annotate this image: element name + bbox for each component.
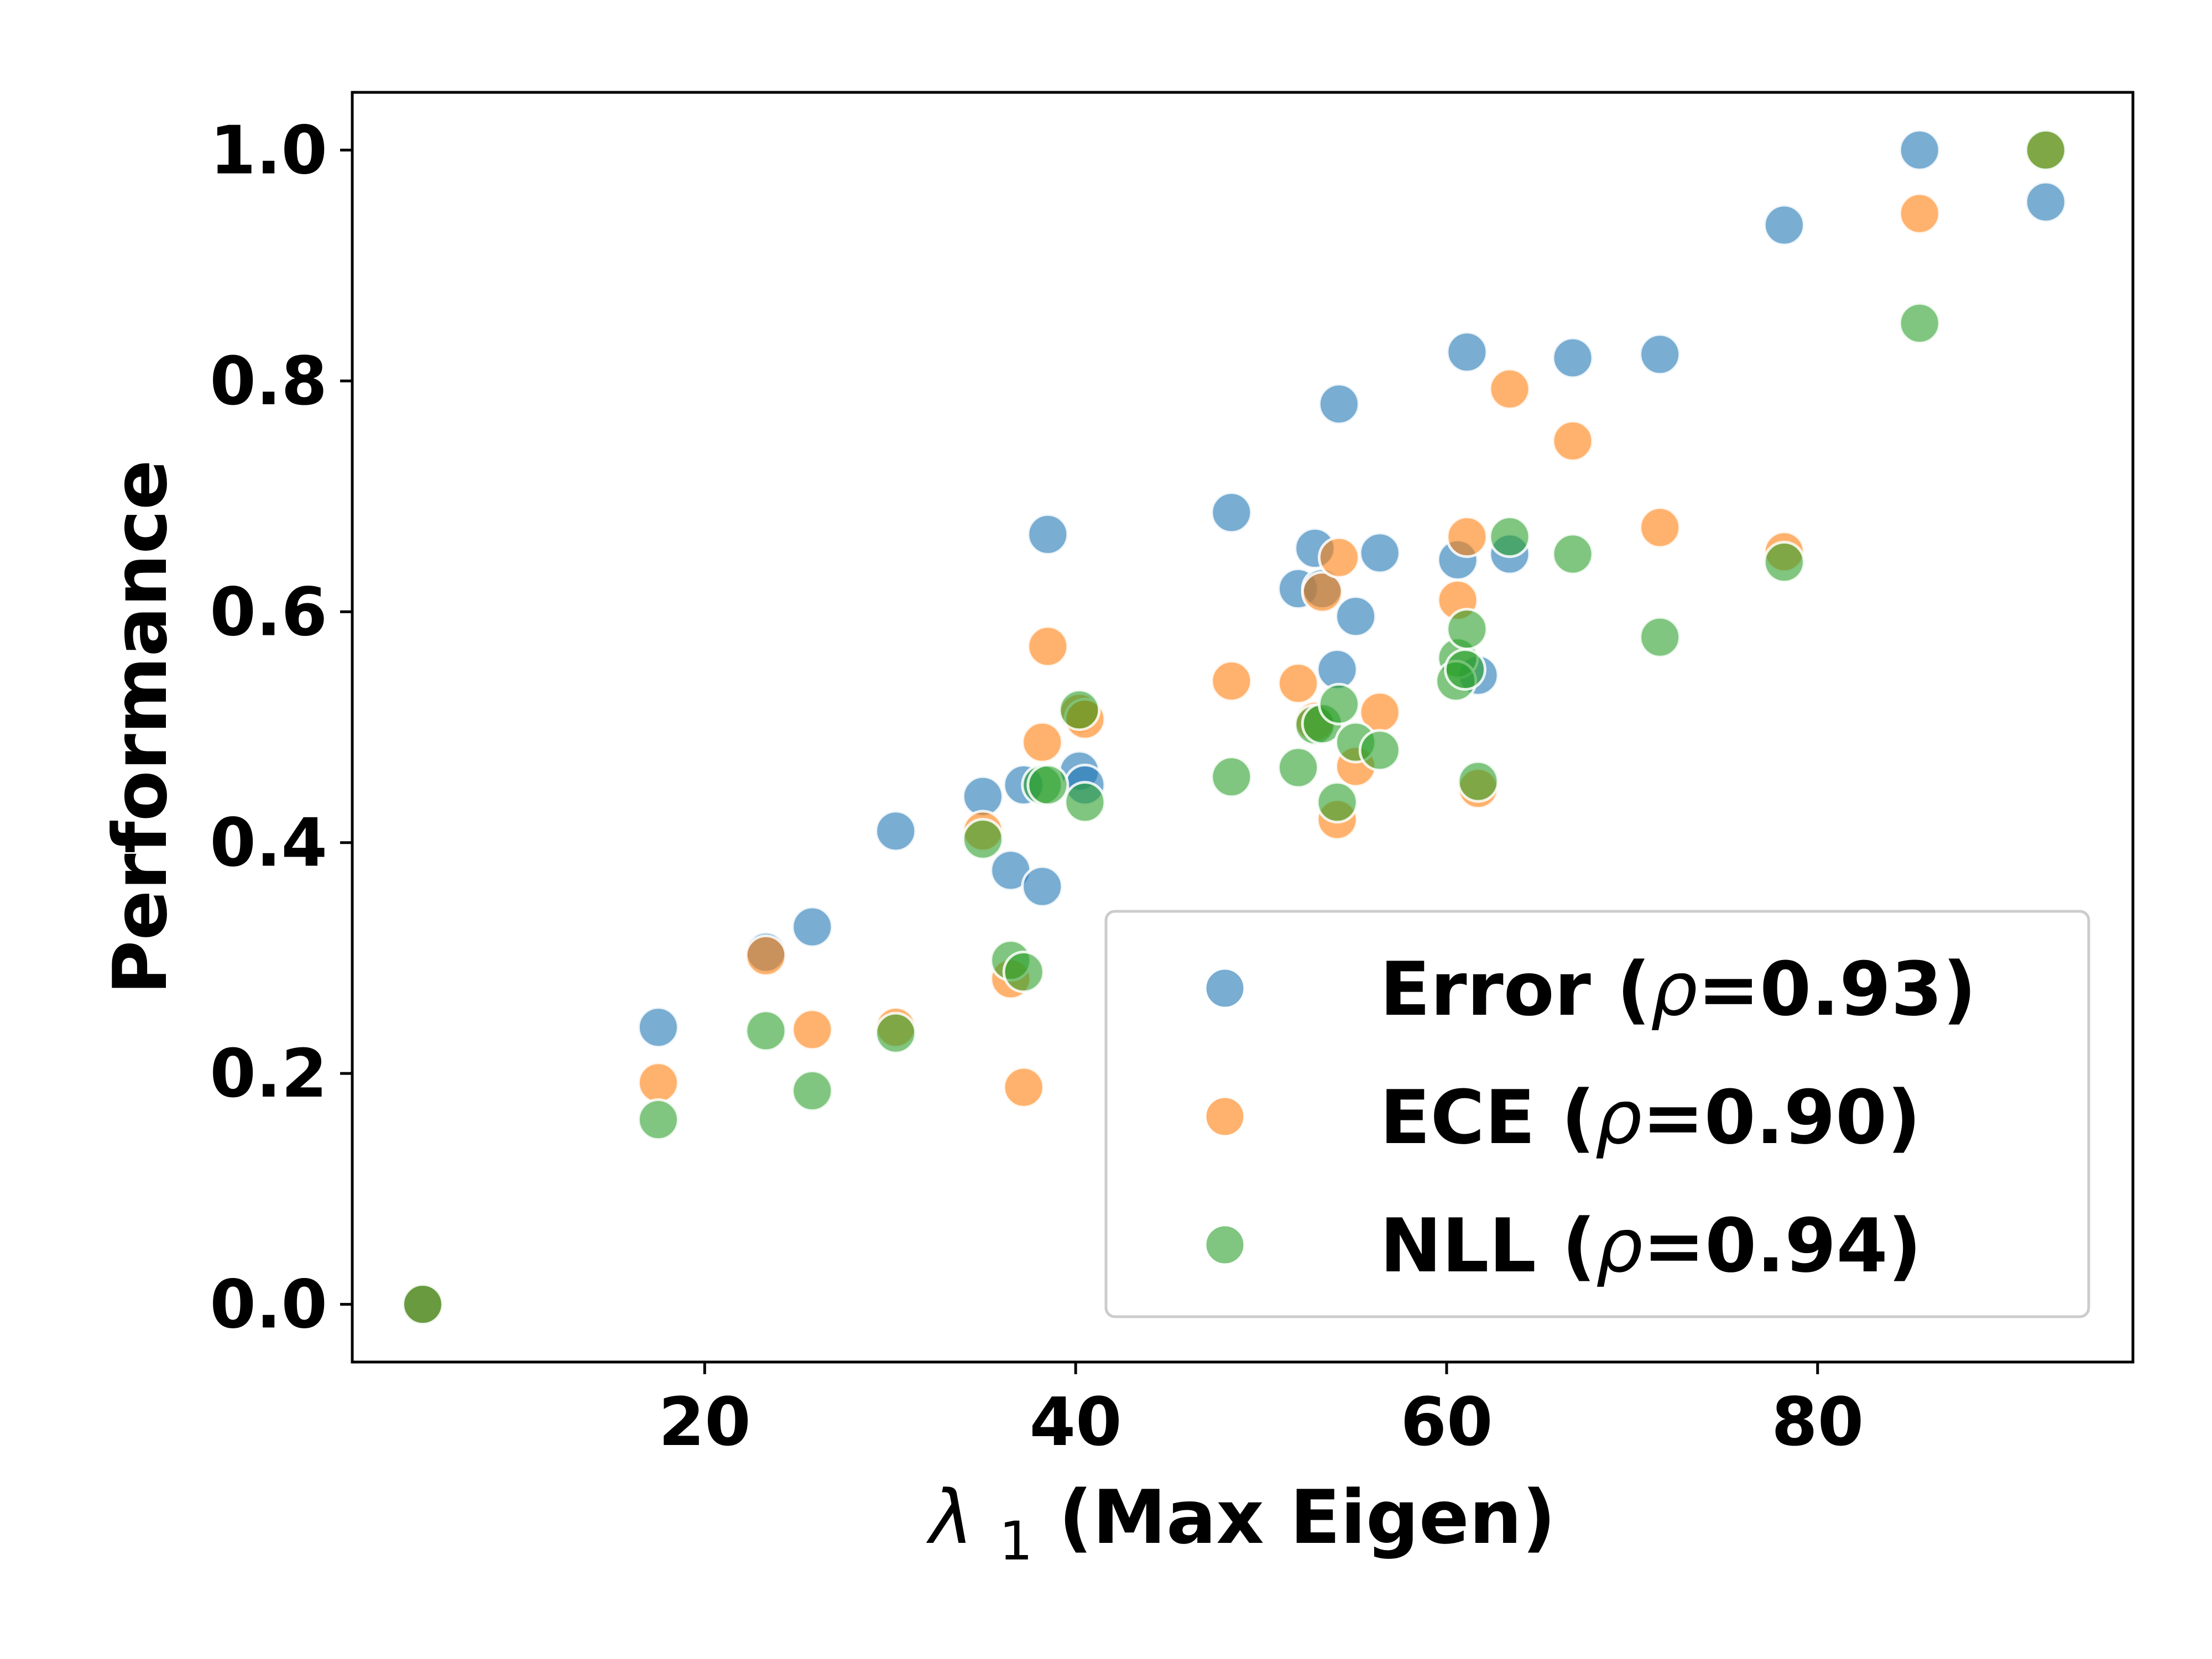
data-point-series-0	[2024, 180, 2067, 223]
data-point-series-2	[1444, 648, 1486, 691]
data-point-series-2	[1551, 533, 1594, 576]
legend-label-series-0: Error (ρ=0.93)	[1380, 946, 1976, 1032]
legend-label-rho: ρ	[1651, 946, 1698, 1032]
data-point-series-2	[1762, 541, 1806, 584]
x-axis-label-text: (Max Eigen)	[1058, 1474, 1556, 1561]
data-point-series-0	[1334, 595, 1378, 638]
axis-ticks-layer: 20 40 60 80 0.0 0.2 0.4 0.6 0.8 1.0	[210, 112, 1864, 1461]
data-point-series-2	[1639, 615, 1682, 659]
data-point-series-2	[1488, 515, 1531, 559]
legend-label-series-1: ECE (ρ=0.90)	[1380, 1074, 1921, 1161]
x-axis-label-symbol: λ	[926, 1474, 973, 1561]
legend-label-rho: ρ	[1596, 1203, 1643, 1289]
data-point-series-1	[1898, 192, 1941, 235]
data-point-series-1	[1446, 515, 1489, 559]
legend-label-suffix: =0.93)	[1698, 946, 1976, 1032]
legend-label-rho: ρ	[1595, 1074, 1642, 1161]
data-point-series-0	[1898, 128, 1941, 171]
data-point-series-1	[637, 1061, 680, 1104]
data-point-series-1	[1551, 419, 1594, 462]
x-axis-label: λ 1 (Max Eigen)	[926, 1474, 1556, 1577]
y-tick-label: 0.6	[210, 574, 327, 651]
data-point-series-1	[1277, 662, 1320, 705]
legend-marker-series-2	[1203, 1223, 1246, 1266]
legend-label-suffix: =0.90)	[1642, 1074, 1921, 1161]
data-point-series-0	[1551, 336, 1594, 379]
legend-box	[1104, 910, 2090, 1318]
data-point-series-0	[874, 810, 917, 853]
data-point-series-1	[1002, 1066, 1045, 1109]
data-point-series-0	[1639, 333, 1682, 376]
data-point-series-0	[1210, 491, 1253, 534]
data-point-series-1	[1210, 660, 1253, 703]
data-point-series-2	[2024, 128, 2067, 171]
data-point-series-1	[1301, 571, 1344, 614]
y-tick-label: 0.0	[210, 1267, 327, 1344]
data-point-series-2	[1457, 760, 1500, 803]
x-tick-label: 60	[1400, 1384, 1493, 1461]
legend-label-series-2: NLL (ρ=0.94)	[1380, 1203, 1922, 1289]
legend-marker-series-1	[1203, 1095, 1246, 1138]
y-tick-label: 0.2	[210, 1036, 327, 1113]
legend-label-suffix: =0.94)	[1643, 1203, 1922, 1289]
data-point-series-0	[791, 905, 834, 948]
data-point-series-0	[637, 1006, 680, 1049]
data-point-series-1	[1021, 721, 1064, 764]
y-tick-label: 0.4	[210, 805, 327, 882]
data-point-series-0	[1021, 865, 1064, 908]
data-point-series-2	[1446, 608, 1489, 651]
y-tick-label: 0.8	[210, 343, 327, 420]
x-axis-label-subscript: 1	[999, 1510, 1033, 1572]
data-points-layer	[401, 128, 2067, 1326]
legend-label-prefix: Error (	[1380, 946, 1651, 1032]
data-point-series-2	[1026, 763, 1070, 806]
data-point-series-2	[1058, 688, 1101, 732]
x-tick-label: 20	[659, 1384, 751, 1461]
data-point-series-0	[1358, 531, 1401, 575]
data-point-series-1	[1317, 536, 1360, 579]
data-point-series-1	[1026, 625, 1070, 668]
y-axis-label: Performance	[97, 460, 184, 994]
data-point-series-2	[1210, 755, 1253, 799]
legend-label-prefix: NLL (	[1380, 1203, 1596, 1289]
data-point-series-2	[1898, 301, 1941, 345]
data-point-series-0	[1446, 331, 1489, 374]
data-point-series-1	[1488, 367, 1531, 410]
x-tick-label: 40	[1030, 1384, 1122, 1461]
data-point-series-2	[874, 1011, 917, 1055]
data-point-series-2	[1358, 729, 1401, 772]
data-point-series-2	[1317, 682, 1360, 726]
data-point-series-1	[1639, 506, 1682, 549]
data-point-series-0	[1026, 513, 1070, 556]
data-point-series-2	[1063, 781, 1107, 824]
data-point-series-2	[961, 817, 1004, 860]
data-point-series-0	[1762, 204, 1806, 247]
plot-frame	[351, 91, 2135, 1364]
data-point-series-2	[791, 1069, 834, 1112]
y-tick-label: 1.0	[210, 112, 327, 189]
legend-marker-series-0	[1203, 967, 1246, 1010]
data-point-series-2	[1316, 781, 1359, 824]
data-point-series-1	[791, 1008, 834, 1051]
data-point-series-2	[1002, 951, 1045, 994]
legend: Error (ρ=0.93)ECE (ρ=0.90)NLL (ρ=0.94)	[1104, 910, 2090, 1318]
data-point-series-0	[1317, 383, 1360, 426]
x-tick-label: 80	[1771, 1384, 1864, 1461]
data-point-series-2	[401, 1283, 444, 1326]
data-point-series-2	[744, 1009, 787, 1052]
data-point-series-2	[1277, 746, 1320, 789]
data-point-series-2	[637, 1098, 680, 1141]
data-point-series-1	[744, 934, 787, 977]
legend-label-prefix: ECE (	[1380, 1074, 1595, 1161]
